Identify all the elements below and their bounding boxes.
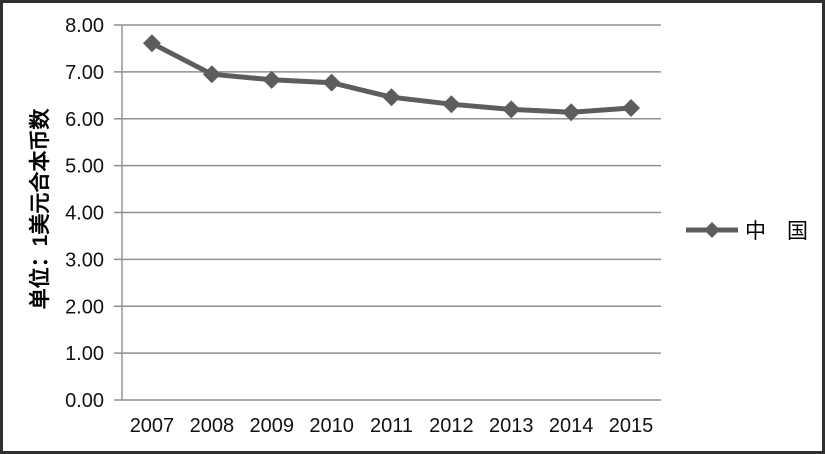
y-tick-label: 3.00 xyxy=(65,249,104,271)
x-tick-label: 2013 xyxy=(489,415,534,437)
x-tick-label: 2014 xyxy=(549,415,594,437)
data-point-marker xyxy=(442,95,461,114)
y-tick-label: 4.00 xyxy=(65,203,104,225)
line-chart-plot: 0.00 1.00 2.00 3.00 4.00 5.00 6.00 7.00 8.00 2007… xyxy=(65,15,661,437)
x-tick-label: 2011 xyxy=(370,415,413,437)
data-point-marker xyxy=(262,70,281,89)
legend: 中 国 xyxy=(686,215,808,245)
x-tick-label: 2012 xyxy=(429,415,474,437)
y-tick-label: 8.00 xyxy=(65,15,104,37)
y-tick-label: 2.00 xyxy=(65,296,104,318)
x-tick-label: 2008 xyxy=(190,415,235,437)
legend-line-marker-icon xyxy=(686,222,738,238)
data-point-marker xyxy=(382,88,401,107)
y-tick-label: 0.00 xyxy=(65,390,104,412)
y-tick-label: 1.00 xyxy=(65,343,104,365)
x-tick-label: 2015 xyxy=(609,415,654,437)
legend-series-label: 中 国 xyxy=(745,220,808,243)
data-point-marker xyxy=(622,98,641,117)
data-point-marker xyxy=(562,103,581,122)
x-tick-label: 2007 xyxy=(130,415,175,437)
x-tick-label: 2010 xyxy=(309,415,354,437)
data-point-marker xyxy=(502,100,521,119)
data-point-marker xyxy=(322,73,341,92)
y-axis-title: 单位：1美元合本币数 xyxy=(29,108,52,310)
y-tick-label: 5.00 xyxy=(65,156,104,178)
y-tick-label: 6.00 xyxy=(65,109,104,131)
data-point-marker xyxy=(202,65,221,84)
x-tick-label: 2009 xyxy=(249,415,294,437)
data-point-marker xyxy=(142,34,161,53)
y-tick-label: 7.00 xyxy=(65,62,104,84)
